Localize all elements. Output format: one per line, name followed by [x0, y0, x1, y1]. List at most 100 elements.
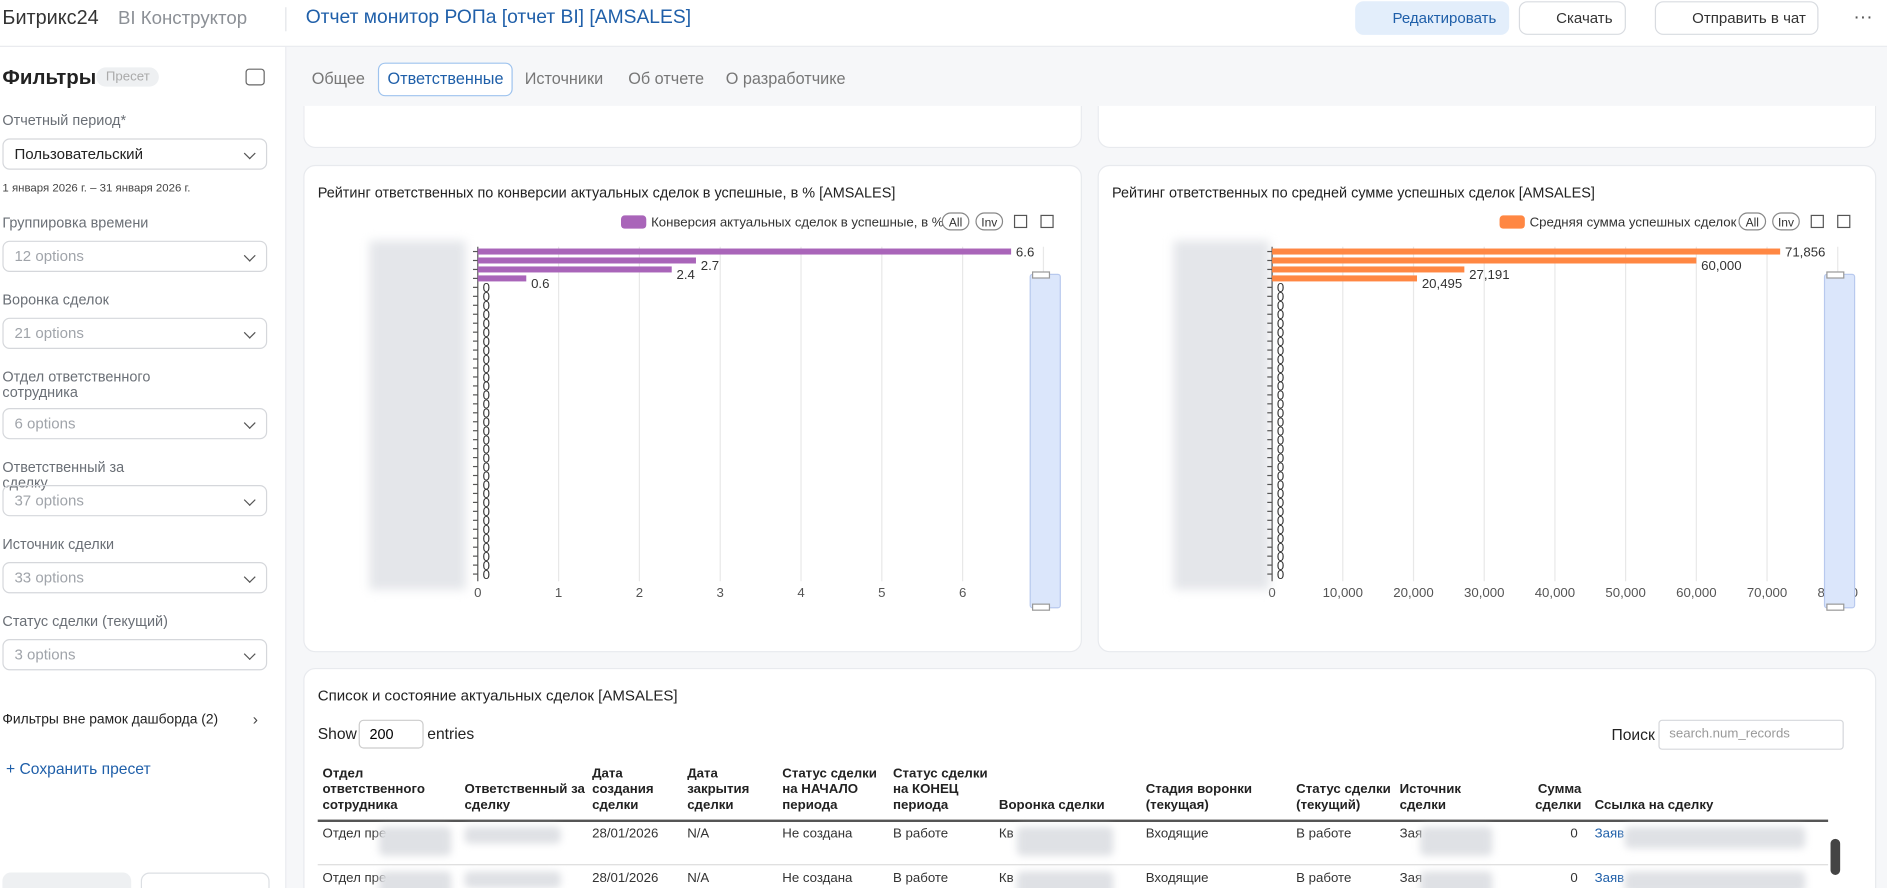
value-label: 0	[1277, 531, 1284, 546]
download-button[interactable]: Скачать	[1518, 1, 1626, 35]
column-header[interactable]: Источник сделки	[1400, 765, 1508, 813]
value-label: 0	[1277, 325, 1284, 340]
value-label: 0	[1277, 522, 1284, 537]
column-header[interactable]: Отдел ответственного сотрудника	[323, 765, 458, 813]
value-label: 0	[483, 370, 490, 385]
value-label: 0	[1277, 441, 1284, 456]
value-label: 0	[483, 441, 490, 456]
column-header[interactable]: Дата создания сделки	[592, 765, 679, 813]
data-zoom	[1029, 273, 1061, 609]
value-label: 60,000	[1701, 258, 1741, 273]
filter-select[interactable]: 37 options	[2, 485, 268, 517]
edit-button[interactable]: Редактировать	[1355, 1, 1510, 35]
legend-swatch	[1499, 215, 1525, 229]
reset-button[interactable]	[140, 872, 270, 888]
value-label: 0	[1277, 459, 1284, 474]
value-label: 27,191	[1469, 267, 1509, 282]
bar	[477, 248, 1012, 255]
column-header[interactable]: Статус сделки на КОНЕЦ периода	[893, 765, 992, 813]
value-label: 0	[1277, 370, 1284, 385]
card	[1097, 105, 1877, 149]
card	[303, 105, 1082, 149]
value-label: 0	[1277, 468, 1284, 483]
show-label: Show	[317, 724, 357, 743]
value-label: 0	[483, 307, 490, 322]
filter-select[interactable]: 21 options	[2, 317, 268, 350]
value-label: 0	[1277, 280, 1284, 295]
x-tick-label: 3	[717, 585, 724, 600]
value-label: 0	[1277, 415, 1284, 430]
cell: Входящие	[1145, 826, 1209, 842]
value-label: 0	[1277, 352, 1284, 367]
bar	[477, 275, 527, 282]
report-title[interactable]: Отчет монитор РОПа [отчет BI] [AMSALES]	[305, 7, 692, 28]
more-button[interactable]: ···	[1853, 7, 1873, 28]
legend-button	[1772, 212, 1800, 231]
column-header[interactable]: Воронка сделки	[999, 765, 1137, 813]
value-label: 0	[1277, 343, 1284, 358]
column-header[interactable]: Ссылка на сделку	[1595, 765, 1812, 813]
column-header[interactable]: Статус сделки (текущий)	[1296, 765, 1392, 813]
legend-label: Конверсия актуальных сделок в успешные, …	[651, 214, 944, 229]
column-header[interactable]: Ответственный за сделку	[465, 765, 585, 813]
column-header[interactable]: Стадия воронки (текущая)	[1146, 765, 1288, 813]
x-tick-label: 10,000	[1323, 585, 1363, 600]
filter-label: Группировка времени	[2, 214, 149, 232]
cell: 0	[1570, 826, 1578, 842]
value-label: 0	[1277, 397, 1284, 412]
value-label: 0	[483, 459, 490, 474]
value-label: 0	[1277, 361, 1284, 376]
tab[interactable]: Ответственные	[377, 62, 514, 97]
bar	[477, 257, 696, 264]
logo: Битрикс24	[2, 7, 99, 29]
x-tick-label: 60,000	[1676, 585, 1716, 600]
header-text: Воронка сделки	[998, 797, 1105, 813]
filter-select[interactable]: Пользовательский	[2, 138, 268, 170]
tab[interactable]: Общее	[311, 69, 365, 88]
x-tick-label: 6	[959, 585, 966, 600]
cell[interactable]: Заяв	[1594, 826, 1625, 842]
filter-select[interactable]: 33 options	[2, 562, 268, 594]
table-title: Список и состояние актуальных сделок [AM…	[317, 687, 678, 705]
tab[interactable]: О разработчике	[725, 69, 846, 88]
header-text: Статус сделки на КОНЕЦ периода	[892, 766, 988, 813]
column-header[interactable]: Статус сделки на НАЧАЛО периода	[782, 765, 884, 813]
entries-label: entries	[427, 724, 475, 743]
blurred-cell	[1624, 826, 1806, 849]
filter-select[interactable]: 6 options	[2, 407, 268, 440]
chart-title: Рейтинг ответственных по средней сумме у…	[1112, 185, 1595, 201]
cell[interactable]: Заяв	[1594, 871, 1625, 886]
value-label: 0	[483, 415, 490, 430]
category-labels-blurred	[369, 240, 466, 590]
value-label: 0	[483, 361, 490, 376]
filter-select[interactable]: 3 options	[2, 639, 268, 671]
value-label: 2.4	[677, 267, 695, 282]
column-header[interactable]: Сумма сделки	[1516, 765, 1581, 813]
legend-button-label: Inv	[1778, 215, 1794, 229]
value-label: 0	[1277, 540, 1284, 555]
apply-button[interactable]	[2, 872, 132, 888]
outside-filters[interactable]: Фильтры вне рамок дашборда (2)	[2, 712, 219, 727]
page-size[interactable]: 200	[358, 719, 424, 749]
value-label: 0	[483, 531, 490, 546]
preset-badge: Пресет	[96, 67, 160, 87]
legend-button	[1738, 212, 1767, 231]
blurred-cell	[1420, 871, 1493, 888]
filters-title: Фильтры	[2, 66, 97, 90]
column-header[interactable]: Дата закрытия сделки	[687, 765, 774, 813]
toolbox-icon	[1013, 214, 1028, 229]
value-label: 0	[1277, 388, 1284, 403]
data-zoom-handle	[1032, 271, 1051, 279]
product: BI Конструктор	[117, 8, 248, 29]
tab[interactable]: Источники	[524, 69, 604, 88]
send-button[interactable]: Отправить в чат	[1654, 1, 1820, 35]
search-label: Поиск	[1611, 725, 1655, 744]
value-label: 0	[1277, 486, 1284, 501]
tab[interactable]: Об отчете	[628, 69, 705, 88]
collapse-button[interactable]	[245, 68, 265, 86]
search-input[interactable]: search.num_records	[1658, 719, 1844, 750]
save-preset[interactable]: + Сохранить пресет	[6, 759, 151, 778]
filter-select[interactable]: 12 options	[2, 240, 268, 272]
